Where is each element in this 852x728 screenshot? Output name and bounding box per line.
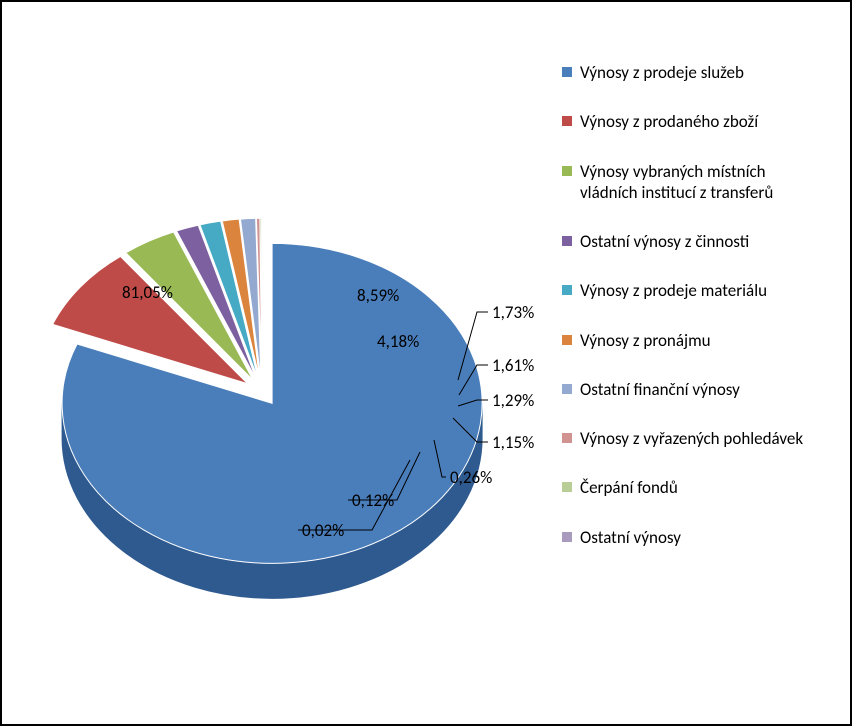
legend-label: Čerpání fondů <box>580 477 678 498</box>
legend-swatch <box>562 384 572 394</box>
slice-label: 1,61% <box>492 355 534 376</box>
legend-item: Ostatní výnosy z činnosti <box>562 231 810 252</box>
legend-label: Ostatní výnosy z činnosti <box>580 231 749 252</box>
legend-swatch <box>562 116 572 126</box>
slice-label: 8,59% <box>357 285 399 306</box>
legend-label: Ostatní finanční výnosy <box>580 379 740 400</box>
legend-item: Výnosy z pronájmu <box>562 330 810 351</box>
legend-label: Výnosy vybraných místních vládních insti… <box>580 161 810 204</box>
legend-item: Výnosy vybraných místních vládních insti… <box>562 161 810 204</box>
slice-label: 1,15% <box>492 432 534 453</box>
legend-label: Výnosy z vyřazených pohledávek <box>580 428 803 449</box>
legend-swatch <box>562 166 572 176</box>
legend-label: Výnosy z prodeje materiálu <box>580 280 767 301</box>
legend: Výnosy z prodeje služeb Výnosy z prodanéh… <box>562 62 810 576</box>
legend-swatch <box>562 482 572 492</box>
legend-swatch <box>562 236 572 246</box>
slice-label: 81,05% <box>122 282 173 303</box>
slice-label: 1,73% <box>492 302 534 323</box>
legend-swatch <box>562 532 572 542</box>
legend-item: Ostatní výnosy <box>562 527 810 548</box>
legend-item: Výnosy z prodeje služeb <box>562 62 810 83</box>
slice-label: 0,02% <box>302 520 344 541</box>
slice-label: 1,29% <box>492 390 534 411</box>
legend-item: Výnosy z vyřazených pohledávek <box>562 428 810 449</box>
legend-item: Čerpání fondů <box>562 477 810 498</box>
legend-swatch <box>562 67 572 77</box>
legend-label: Výnosy z prodeje služeb <box>580 62 744 83</box>
legend-label: Výnosy z prodaného zboží <box>580 111 758 132</box>
legend-item: Ostatní finanční výnosy <box>562 379 810 400</box>
legend-item: Výnosy z prodaného zboží <box>562 111 810 132</box>
legend-swatch <box>562 285 572 295</box>
legend-swatch <box>562 335 572 345</box>
slice-label: 0,12% <box>352 490 394 511</box>
legend-swatch <box>562 433 572 443</box>
legend-label: Výnosy z pronájmu <box>580 330 711 351</box>
slice-label: 4,18% <box>377 331 419 352</box>
legend-label: Ostatní výnosy <box>580 527 681 548</box>
legend-item: Výnosy z prodeje materiálu <box>562 280 810 301</box>
chart-frame: Výnosy z prodeje služeb Výnosy z prodanéh… <box>0 0 852 726</box>
slice-label: 0,26% <box>450 467 492 488</box>
